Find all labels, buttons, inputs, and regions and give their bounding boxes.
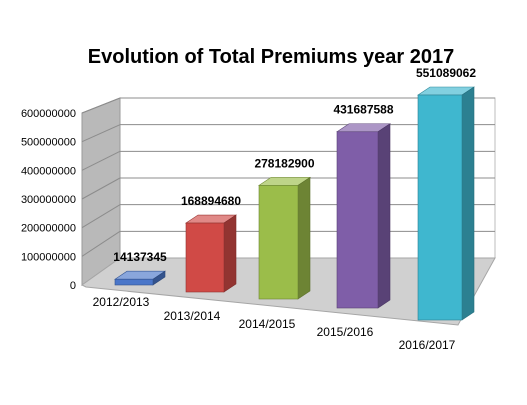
- y-tick-label: 0: [70, 280, 76, 292]
- bar: [114, 270, 166, 286]
- gridline-side: [81, 204, 121, 229]
- x-axis-ticks: 2012/2013 2013/2014 2014/2015 2015/2016 2016…: [93, 295, 456, 352]
- gridline-side: [81, 177, 121, 200]
- bar: [258, 176, 311, 300]
- data-label: 168894680: [181, 194, 241, 208]
- gridline-side: [81, 124, 121, 143]
- data-label: 278182900: [254, 156, 314, 170]
- y-tick-label: 600000000: [21, 108, 76, 120]
- bars: [114, 86, 475, 321]
- gridline-side: [81, 150, 121, 171]
- data-label: 431687588: [333, 103, 393, 117]
- data-label: 551089062: [416, 66, 476, 80]
- gridline-side: [81, 97, 121, 114]
- y-tick-label: 500000000: [21, 137, 76, 149]
- y-tick-label: 100000000: [21, 251, 76, 263]
- x-tick-label: 2016/2017: [399, 338, 456, 352]
- data-label: 14137345: [113, 250, 167, 264]
- bar: [417, 86, 475, 321]
- y-tick-label: 400000000: [21, 165, 76, 177]
- y-tick-label: 200000000: [21, 223, 76, 235]
- gridline-side: [81, 230, 121, 257]
- data-labels: 14137345 168894680 278182900 431687588 55108…: [113, 66, 476, 264]
- x-tick-label: 2015/2016: [317, 325, 374, 339]
- x-tick-label: 2012/2013: [93, 295, 150, 309]
- y-tick-label: 300000000: [21, 194, 76, 206]
- chart-title: Evolution of Total Premiums year 2017: [88, 46, 454, 68]
- y-axis-ticks: 0 100000000 200000000 300000000 400000000 500…: [21, 108, 76, 292]
- bar: [185, 214, 237, 293]
- x-tick-label: 2014/2015: [239, 317, 296, 331]
- bar: [336, 123, 391, 309]
- x-tick-label: 2013/2014: [164, 309, 221, 323]
